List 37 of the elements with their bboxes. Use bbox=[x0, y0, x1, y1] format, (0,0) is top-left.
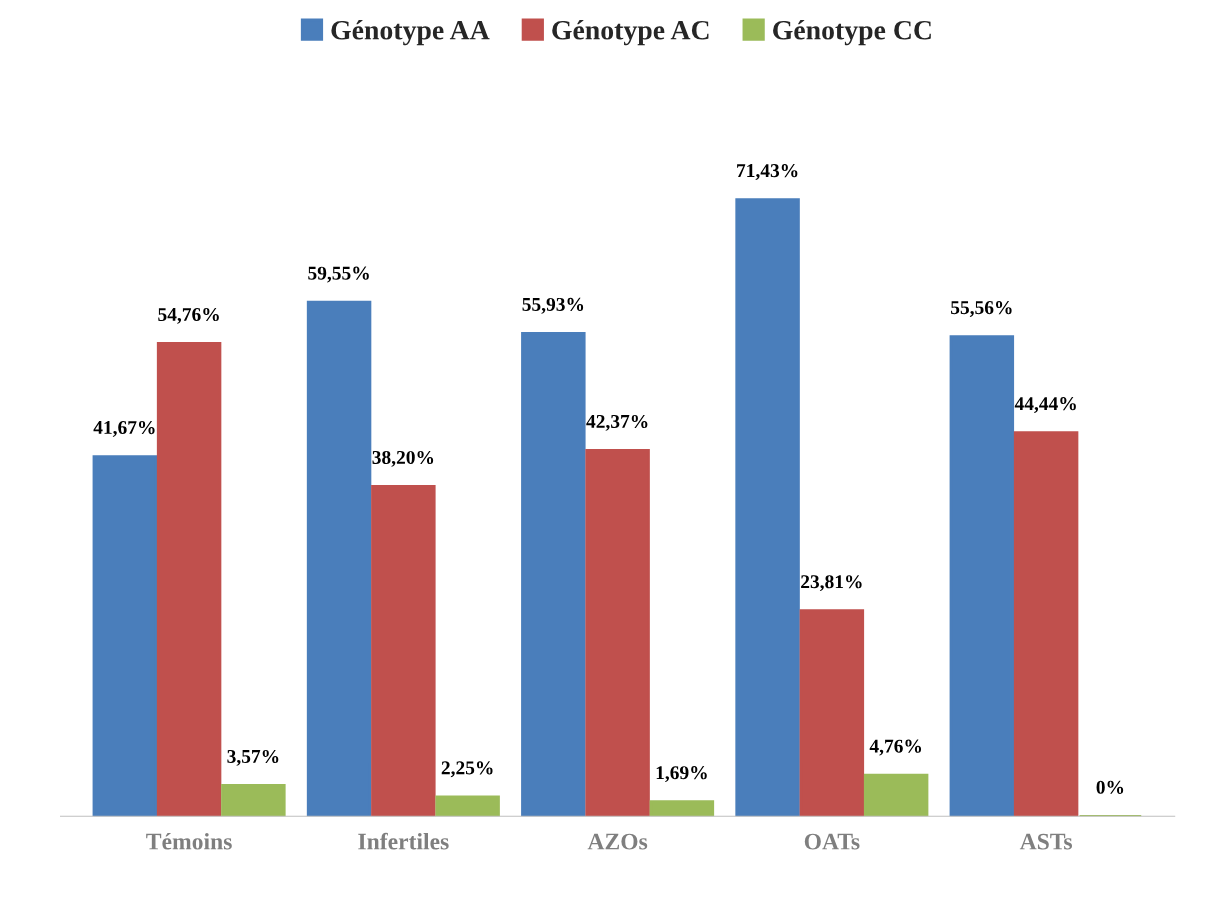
legend-label: Génotype AA bbox=[331, 20, 490, 46]
bar bbox=[306, 300, 372, 817]
bar bbox=[949, 335, 1015, 817]
bar bbox=[521, 332, 586, 817]
legend-label: Génotype AC bbox=[552, 20, 709, 46]
x-tick-label: ASTs bbox=[1019, 833, 1073, 850]
bar bbox=[371, 485, 436, 817]
data-label: 38,20% bbox=[372, 450, 434, 467]
data-label: 59,55% bbox=[308, 266, 369, 283]
x-tick-label: Témoins bbox=[146, 832, 232, 850]
data-label: 2,25% bbox=[441, 761, 493, 778]
bar bbox=[649, 800, 715, 817]
data-label: 1,69% bbox=[656, 766, 707, 783]
data-label: 4,76% bbox=[869, 739, 922, 756]
bar bbox=[156, 342, 222, 817]
bar bbox=[221, 784, 286, 817]
data-label: 42,37% bbox=[586, 414, 648, 431]
x-tick-label: OATs bbox=[804, 833, 860, 850]
bar bbox=[799, 609, 865, 817]
data-label: 71,43% bbox=[737, 164, 798, 180]
data-label: 44,44% bbox=[1014, 397, 1076, 413]
data-label: 54,76% bbox=[158, 307, 219, 324]
x-tick-label: AZOs bbox=[587, 833, 648, 850]
bar bbox=[863, 773, 929, 817]
x-tick-label: Infertiles bbox=[358, 832, 449, 850]
data-label: 41,67% bbox=[93, 420, 155, 437]
data-label: 0% bbox=[1096, 780, 1124, 794]
data-label: 3,57% bbox=[227, 749, 279, 766]
data-label: 55,93% bbox=[522, 297, 584, 314]
bar bbox=[585, 449, 650, 817]
bar bbox=[435, 795, 500, 817]
bar bbox=[92, 455, 158, 817]
bar bbox=[735, 198, 800, 817]
legend-label: Génotype CC bbox=[773, 20, 931, 46]
bar bbox=[1013, 431, 1079, 817]
data-label: 23,81% bbox=[801, 575, 862, 592]
data-label: 55,56% bbox=[951, 301, 1012, 317]
